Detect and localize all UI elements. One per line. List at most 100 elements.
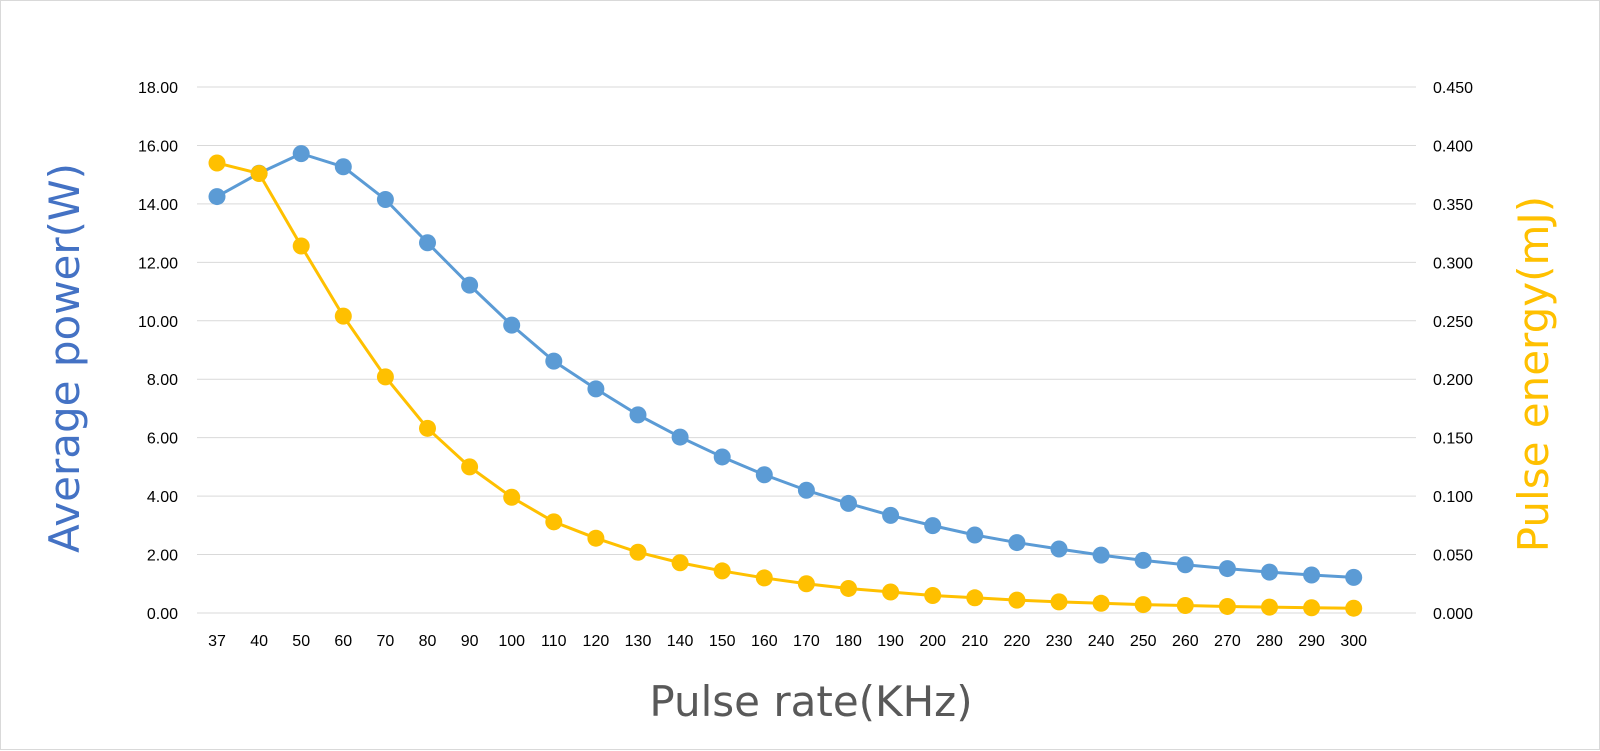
data-point	[1218, 597, 1236, 615]
series-group	[208, 145, 1363, 617]
x-tick-label: 270	[1214, 633, 1241, 650]
series-pulse-energy	[208, 154, 1363, 617]
data-point	[1218, 560, 1236, 578]
data-point	[461, 276, 479, 294]
data-point	[334, 158, 352, 176]
data-point	[713, 448, 731, 466]
y-left-tick-label: 4.00	[147, 489, 178, 506]
x-tick-label: 60	[334, 633, 352, 650]
data-point	[797, 575, 815, 593]
x-tick-label: 70	[377, 633, 395, 650]
data-point	[208, 154, 226, 172]
x-tick-label: 120	[583, 633, 610, 650]
right-axis-ticks: 0.000 0.050 0.100 0.150 0.200 0.250 0.300 0.350…	[1433, 80, 1473, 623]
x-tick-label: 230	[1046, 633, 1073, 650]
series-line	[216, 152, 1354, 579]
y-left-tick-label: 16.00	[138, 138, 178, 155]
data-point	[250, 164, 268, 182]
data-point	[1261, 598, 1278, 616]
x-tick-label: 260	[1172, 633, 1199, 650]
x-tick-label: 37	[208, 633, 226, 650]
data-point	[1345, 568, 1363, 586]
data-point	[1008, 591, 1026, 609]
data-point	[840, 579, 857, 597]
data-point	[376, 368, 394, 386]
x-tick-label: 90	[461, 633, 479, 650]
data-point	[966, 526, 984, 544]
x-tick-label: 180	[835, 633, 862, 650]
y-right-tick-label: 0.200	[1433, 372, 1473, 389]
y-right-tick-label: 0.250	[1433, 314, 1473, 331]
x-tick-label: 110	[541, 633, 567, 650]
x-tick-label: 250	[1130, 633, 1157, 650]
y-left-tick-label: 10.00	[138, 314, 178, 331]
data-point	[671, 428, 689, 446]
data-point	[1092, 546, 1110, 564]
data-point	[924, 586, 942, 604]
left-axis-ticks: 0.00 2.00 4.00 6.00 8.00 10.00 12.00 14.00 16.00…	[138, 80, 178, 623]
y-left-tick-label: 6.00	[147, 431, 178, 448]
data-point	[882, 583, 900, 601]
x-tick-label: 280	[1256, 633, 1283, 650]
data-point	[545, 352, 563, 370]
y-right-tick-label: 0.000	[1433, 606, 1473, 623]
data-point	[1092, 594, 1110, 612]
x-tick-label: 300	[1340, 633, 1367, 650]
y-right-tick-label: 0.050	[1433, 548, 1473, 565]
data-point	[629, 543, 647, 561]
data-point	[1176, 597, 1194, 615]
data-point	[292, 145, 310, 163]
data-point	[208, 188, 226, 206]
series-line	[216, 161, 1354, 610]
data-point	[1050, 540, 1068, 558]
series-average-power	[208, 145, 1363, 586]
x-tick-label: 220	[1004, 633, 1031, 650]
data-point	[587, 529, 605, 547]
y-left-tick-label: 18.00	[138, 80, 178, 97]
data-point	[1261, 563, 1278, 581]
y-left-tick-label: 8.00	[147, 372, 178, 389]
data-point	[334, 307, 352, 325]
x-tick-label: 210	[961, 633, 988, 650]
y-right-tick-label: 0.350	[1433, 197, 1473, 214]
x-tick-label: 290	[1298, 633, 1325, 650]
y-left-tick-label: 2.00	[147, 548, 178, 565]
data-point	[587, 380, 605, 398]
data-point	[376, 191, 394, 209]
data-point	[461, 458, 479, 476]
x-tick-label: 170	[793, 633, 820, 650]
data-point	[419, 234, 436, 252]
y-axis-left-title: Average power(W)	[40, 163, 89, 553]
data-point	[1176, 556, 1194, 574]
x-tick-label: 50	[292, 633, 310, 650]
x-tick-label: 80	[419, 633, 437, 650]
y-left-tick-label: 14.00	[138, 197, 178, 214]
y-axis-right-title: Pulse energy(mJ)	[1509, 196, 1558, 552]
x-tick-label: 150	[709, 633, 736, 650]
data-point	[755, 466, 773, 484]
x-tick-label: 130	[625, 633, 652, 650]
data-point	[1008, 534, 1026, 552]
x-axis-ticks: 37 40 50 60 70 80 90 100 110 120 130 140 150 160 170 18…	[208, 633, 1367, 650]
y-right-tick-label: 0.100	[1433, 489, 1473, 506]
y-left-tick-label: 0.00	[147, 606, 178, 623]
y-right-tick-label: 0.150	[1433, 431, 1473, 448]
x-tick-label: 190	[877, 633, 904, 650]
data-point	[671, 554, 689, 572]
data-point	[629, 406, 647, 424]
data-point	[292, 237, 310, 255]
data-point	[1303, 566, 1321, 584]
data-point	[713, 562, 731, 580]
data-point	[924, 517, 942, 535]
data-point	[840, 494, 857, 512]
x-tick-label: 240	[1088, 633, 1115, 650]
x-tick-label: 140	[667, 633, 694, 650]
y-right-tick-label: 0.450	[1433, 80, 1473, 97]
data-point	[797, 481, 815, 499]
y-right-tick-label: 0.300	[1433, 255, 1473, 272]
data-point	[1345, 599, 1363, 617]
gridlines	[197, 86, 1416, 614]
data-point	[755, 569, 773, 587]
